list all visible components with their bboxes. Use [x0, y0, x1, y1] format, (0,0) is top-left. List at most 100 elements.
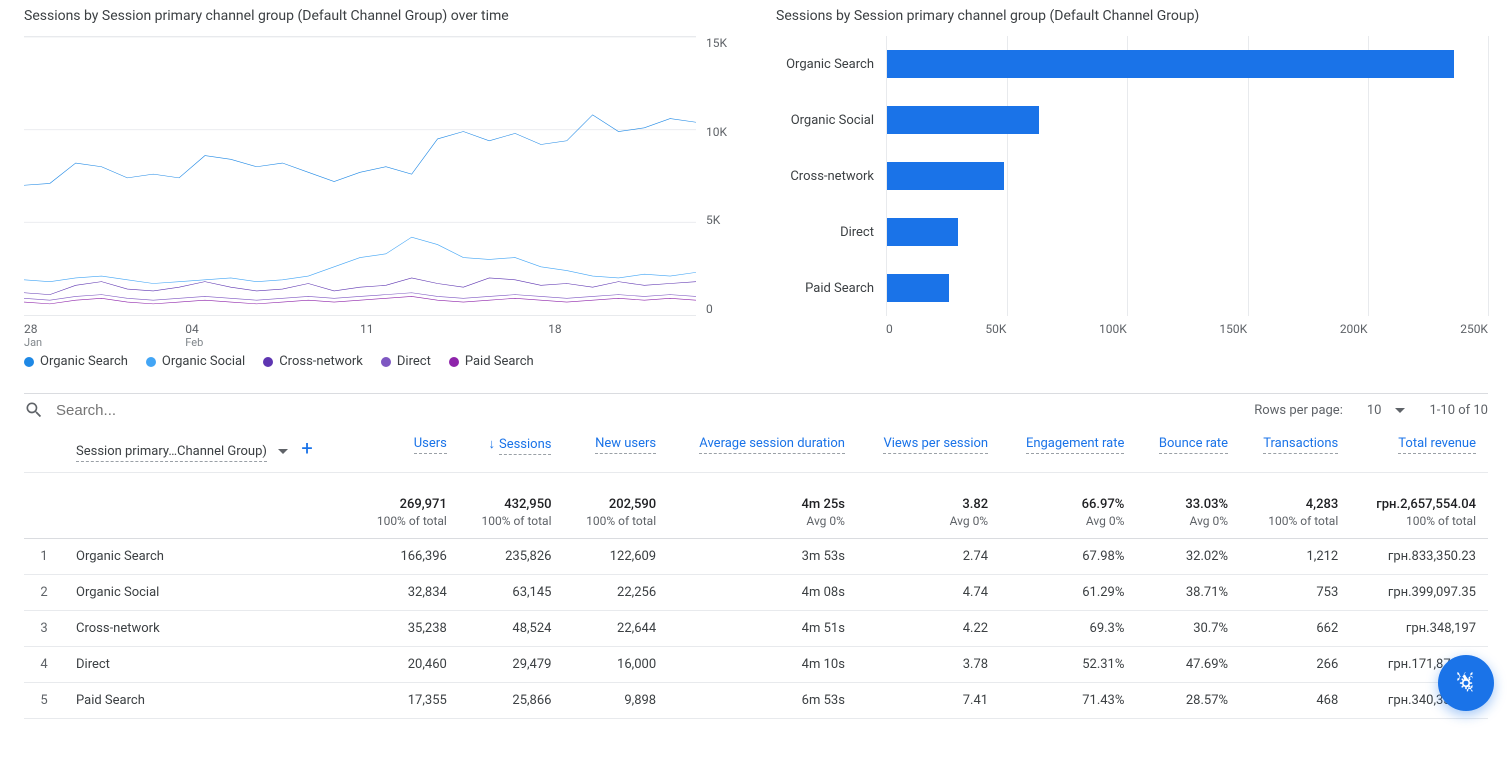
metric-cell: 32.02%: [1136, 539, 1240, 575]
rows-per-page-label: Rows per page:: [1254, 403, 1343, 418]
search-icon: [24, 400, 44, 420]
table-row[interactable]: 3Cross-network35,23848,52422,6444m 51s4.…: [24, 611, 1488, 647]
metric-cell: грн.833,350.23: [1350, 539, 1488, 575]
row-index: 2: [24, 575, 64, 611]
table-row[interactable]: 1Organic Search166,396235,826122,6093m 5…: [24, 539, 1488, 575]
insights-fab[interactable]: [1438, 655, 1494, 711]
table-toolbar: Rows per page: 10 1-10 of 10: [24, 393, 1488, 426]
legend-item[interactable]: Direct: [381, 354, 431, 369]
line-chart-y-axis: 15K 10K 5K 0: [696, 36, 736, 316]
x-tick-label: 100K: [1099, 322, 1127, 336]
metric-cell: 48,524: [459, 611, 564, 647]
legend-item[interactable]: Organic Social: [146, 354, 245, 369]
search-input[interactable]: [56, 402, 356, 419]
rows-per-page-select[interactable]: 10: [1367, 403, 1406, 418]
table-row[interactable]: 4Direct20,46029,47916,0004m 10s3.7852.31…: [24, 647, 1488, 683]
legend-label: Organic Search: [40, 354, 128, 369]
totals-cell: 33.03%Avg 0%: [1136, 473, 1240, 539]
bar-label: Cross-network: [776, 169, 874, 184]
x-tick-label: 200K: [1340, 322, 1368, 336]
bar[interactable]: [887, 46, 1454, 82]
column-header[interactable]: Average session duration: [668, 426, 857, 473]
column-header[interactable]: Total revenue: [1350, 426, 1488, 473]
line-chart-x-axis: 28Jan04Feb1118: [24, 316, 696, 349]
metric-cell: 47.69%: [1136, 647, 1240, 683]
column-header[interactable]: New users: [563, 426, 668, 473]
metric-cell: 3.78: [857, 647, 1000, 683]
bar[interactable]: [887, 158, 1004, 194]
column-header[interactable]: Bounce rate: [1136, 426, 1240, 473]
legend-swatch: [146, 357, 156, 367]
bar-label: Paid Search: [776, 281, 874, 296]
metric-cell: 17,355: [354, 683, 459, 719]
metric-cell: 1,212: [1240, 539, 1350, 575]
metric-cell: 32,834: [354, 575, 459, 611]
bar-chart-plot[interactable]: [886, 36, 1488, 316]
legend-label: Cross-network: [279, 354, 363, 369]
dimension-header[interactable]: Session primary…Channel Group) +: [64, 426, 354, 473]
column-header[interactable]: ↓Sessions: [459, 426, 564, 473]
metric-cell: 9,898: [563, 683, 668, 719]
line-chart-title: Sessions by Session primary channel grou…: [24, 8, 736, 24]
row-index: 3: [24, 611, 64, 647]
legend-label: Paid Search: [465, 354, 534, 369]
metric-cell: 29,479: [459, 647, 564, 683]
metric-cell: 69.3%: [1000, 611, 1136, 647]
bar-label: Organic Search: [776, 57, 874, 72]
y-tick-label: 0: [706, 302, 736, 316]
legend-item[interactable]: Paid Search: [449, 354, 534, 369]
table-row[interactable]: 2Organic Social32,83463,14522,2564m 08s4…: [24, 575, 1488, 611]
legend-item[interactable]: Cross-network: [263, 354, 363, 369]
y-tick-label: 5K: [706, 213, 736, 227]
column-header[interactable]: Views per session: [857, 426, 1000, 473]
metric-cell: 122,609: [563, 539, 668, 575]
totals-cell: 269,971100% of total: [354, 473, 459, 539]
bar[interactable]: [887, 102, 1039, 138]
metric-cell: 38.71%: [1136, 575, 1240, 611]
metric-cell: 61.29%: [1000, 575, 1136, 611]
metric-cell: 22,644: [563, 611, 668, 647]
metric-cell: 28.57%: [1136, 683, 1240, 719]
x-tick-label: 50K: [985, 322, 1006, 336]
totals-cell: 66.97%Avg 0%: [1000, 473, 1136, 539]
row-index: 1: [24, 539, 64, 575]
column-header[interactable]: Transactions: [1240, 426, 1350, 473]
bar-label: Direct: [776, 225, 874, 240]
chevron-down-icon: [278, 449, 288, 454]
line-chart-plot[interactable]: [24, 36, 696, 316]
metric-cell: 52.31%: [1000, 647, 1136, 683]
metric-cell: 235,826: [459, 539, 564, 575]
column-header[interactable]: Engagement rate: [1000, 426, 1136, 473]
totals-cell: 432,950100% of total: [459, 473, 564, 539]
x-tick-label: 04Feb: [172, 322, 333, 349]
row-index: 4: [24, 647, 64, 683]
x-tick-label: 150K: [1219, 322, 1247, 336]
metric-cell: 468: [1240, 683, 1350, 719]
metric-cell: 3m 53s: [668, 539, 857, 575]
row-index: 5: [24, 683, 64, 719]
metric-cell: 30.7%: [1136, 611, 1240, 647]
add-dimension-button[interactable]: +: [301, 436, 312, 460]
legend-swatch: [449, 357, 459, 367]
dimension-cell: Organic Search: [64, 539, 354, 575]
table-row[interactable]: 5Paid Search17,35525,8669,8986m 53s7.417…: [24, 683, 1488, 719]
metric-cell: 4.22: [857, 611, 1000, 647]
line-chart-panel: Sessions by Session primary channel grou…: [24, 8, 736, 369]
bar[interactable]: [887, 270, 949, 306]
metric-cell: 753: [1240, 575, 1350, 611]
metric-cell: 4m 08s: [668, 575, 857, 611]
totals-cell: 202,590100% of total: [563, 473, 668, 539]
metric-cell: 22,256: [563, 575, 668, 611]
y-tick-label: 15K: [706, 36, 736, 50]
y-tick-label: 10K: [706, 125, 736, 139]
bar[interactable]: [887, 214, 958, 250]
x-tick-label: 250K: [1460, 322, 1488, 336]
x-tick-label: 28Jan: [24, 322, 172, 349]
metric-cell: 71.43%: [1000, 683, 1136, 719]
bar-chart-labels: Organic SearchOrganic SocialCross-networ…: [776, 36, 886, 316]
column-header[interactable]: Users: [354, 426, 459, 473]
legend-swatch: [24, 357, 34, 367]
metric-cell: 6m 53s: [668, 683, 857, 719]
legend-item[interactable]: Organic Search: [24, 354, 128, 369]
metric-cell: 4m 51s: [668, 611, 857, 647]
